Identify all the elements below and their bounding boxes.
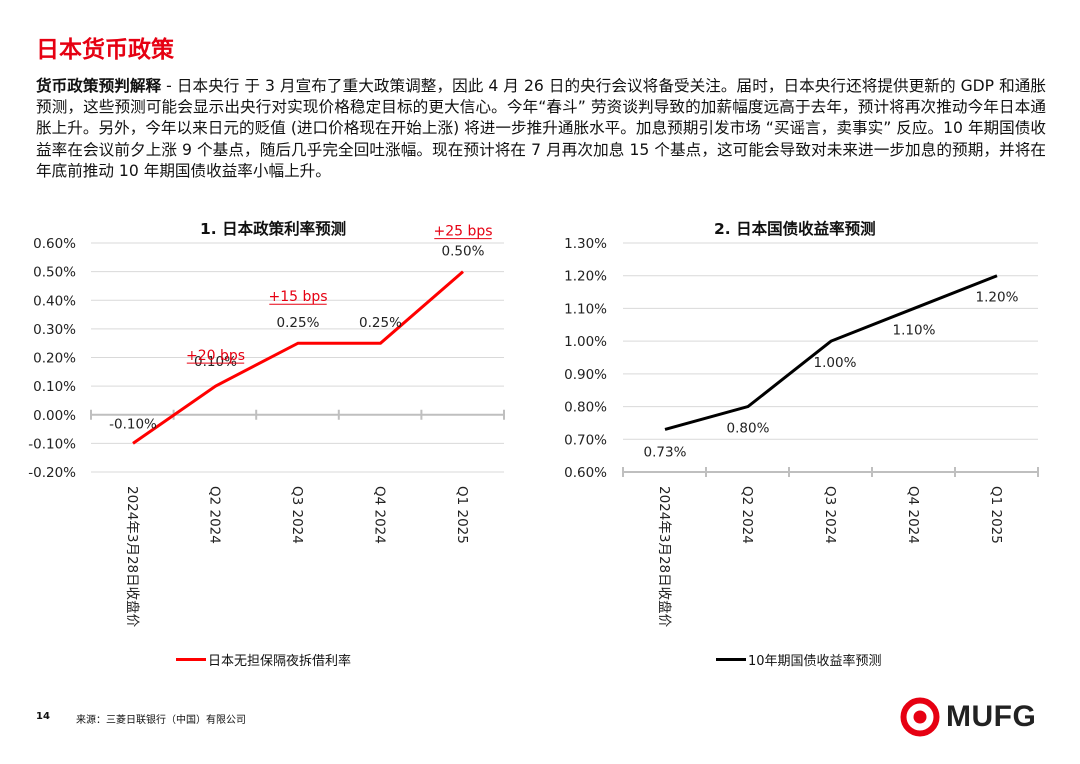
chart2-ytick-label: 0.70%	[564, 432, 607, 448]
chart1-title: 1. 日本政策利率预测	[200, 220, 347, 238]
chart1-data-label: 0.50%	[442, 244, 485, 260]
chart1-data-label: 0.10%	[194, 354, 237, 370]
chart1-ytick-label: -0.20%	[28, 465, 76, 481]
chart2-ytick-label: 0.80%	[564, 400, 607, 416]
mufg-logo-icon	[900, 697, 940, 737]
chart2-ytick-label: 1.00%	[564, 334, 607, 350]
chart2-ytick-label: 0.60%	[564, 465, 607, 481]
mufg-logo: MUFG	[900, 697, 1036, 737]
chart1-ytick-label: 0.20%	[33, 351, 76, 367]
chart1-legend: 日本无担保隔夜拆借利率	[176, 650, 351, 669]
chart2-category-label: Q1 2025	[988, 486, 1004, 544]
chart2-category-label: 2024年3月28日收盘价	[656, 486, 673, 628]
source-note: 来源：三菱日联银行（中国）有限公司	[76, 715, 246, 726]
chart1-ytick-label: -0.10%	[28, 436, 76, 452]
chart1-category-label: Q1 2025	[454, 486, 470, 544]
chart1-category-label: Q3 2024	[289, 486, 305, 544]
chart2-data-label: 1.10%	[893, 322, 936, 338]
chart2-legend-swatch	[716, 658, 746, 661]
chart2-category-label: Q2 2024	[739, 486, 755, 544]
page-number: 14	[36, 711, 50, 722]
chart2-ytick-label: 1.20%	[564, 269, 607, 285]
mufg-logo-text: MUFG	[946, 700, 1037, 733]
chart2-data-label: 1.20%	[976, 290, 1019, 306]
paragraph-body: - 日本央行 于 3 月宣布了重大政策调整，因此 4 月 26 日的央行会议将备…	[36, 77, 1046, 180]
chart1-category-label: 2024年3月28日收盘价	[124, 486, 141, 628]
chart1-annotation: +15 bps	[268, 289, 327, 305]
chart1-data-label: -0.10%	[109, 416, 157, 432]
chart1-legend-label: 日本无担保隔夜拆借利率	[208, 654, 352, 669]
chart1-annotation: +25 bps	[433, 224, 492, 240]
chart1-ytick-label: 0.40%	[33, 293, 76, 309]
chart1-annotation: +20 bps	[186, 348, 245, 364]
chart2-ytick-label: 0.90%	[564, 367, 607, 383]
chart1-ytick-label: 0.50%	[33, 265, 76, 281]
chart2-legend-label: 10年期国债收益率预测	[748, 654, 882, 669]
chart1-ytick-label: 0.10%	[33, 379, 76, 395]
page-title: 日本货币政策	[36, 37, 174, 63]
policy-paragraph: 货币政策预判解释 - 日本央行 于 3 月宣布了重大政策调整，因此 4 月 26…	[36, 76, 1046, 182]
chart1-category-label: Q2 2024	[207, 486, 223, 544]
paragraph-lead: 货币政策预判解释	[36, 77, 162, 95]
chart2-data-label: 1.00%	[814, 355, 857, 371]
chart2-data-label: 0.80%	[727, 421, 770, 437]
chart2-data-label: 0.73%	[644, 444, 687, 460]
chart1-ytick-label: 0.60%	[33, 236, 76, 252]
chart1-data-label: 0.25%	[277, 315, 320, 331]
chart1-data-label: 0.25%	[359, 315, 402, 331]
chart1-ytick-label: 0.00%	[33, 408, 76, 424]
chart2-ytick-label: 1.10%	[564, 301, 607, 317]
chart2-title: 2. 日本国债收益率预测	[714, 220, 876, 238]
chart2-category-label: Q4 2024	[905, 486, 921, 544]
chart2-legend: 10年期国债收益率预测	[716, 650, 882, 669]
chart2-category-label: Q3 2024	[822, 486, 838, 544]
chart1-legend-swatch	[176, 658, 206, 661]
chart1-ytick-label: 0.30%	[33, 322, 76, 338]
chart1-category-label: Q4 2024	[372, 486, 388, 544]
chart2-ytick-label: 1.30%	[564, 236, 607, 252]
